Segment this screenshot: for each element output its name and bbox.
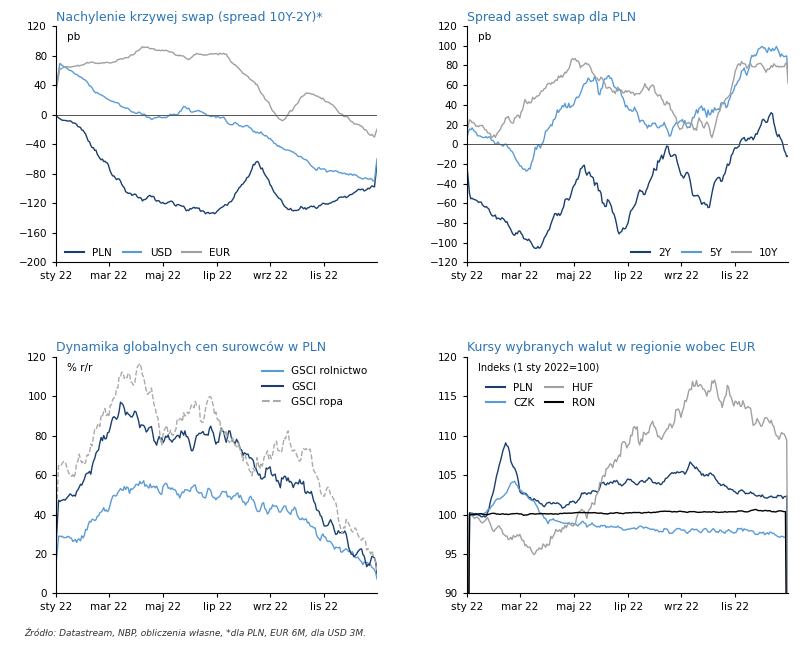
Legend: GSCI rolnictwo, GSCI, GSCI ropa: GSCI rolnictwo, GSCI, GSCI ropa (258, 362, 372, 411)
Text: Dynamika globalnych cen surowców w PLN: Dynamika globalnych cen surowców w PLN (56, 342, 326, 355)
Text: Spread asset swap dla PLN: Spread asset swap dla PLN (467, 10, 636, 23)
Text: Kursy wybranych walut w regionie wobec EUR: Kursy wybranych walut w regionie wobec E… (467, 342, 755, 355)
Text: Nachylenie krzywej swap (spread 10Y-2Y)*: Nachylenie krzywej swap (spread 10Y-2Y)* (56, 10, 322, 23)
Text: Indeks (1 sty 2022=100): Indeks (1 sty 2022=100) (478, 363, 599, 373)
Legend: PLN, CZK, HUF, RON: PLN, CZK, HUF, RON (482, 379, 599, 412)
Text: % r/r: % r/r (67, 363, 93, 373)
Text: pb: pb (478, 32, 491, 42)
Text: Źródło: Datastream, NBP, obliczenia własne, *dla PLN, EUR 6M, dla USD 3M.: Źródło: Datastream, NBP, obliczenia włas… (24, 628, 366, 638)
Text: pb: pb (67, 32, 81, 42)
Legend: PLN, USD, EUR: PLN, USD, EUR (62, 244, 234, 262)
Legend: 2Y, 5Y, 10Y: 2Y, 5Y, 10Y (627, 244, 782, 262)
